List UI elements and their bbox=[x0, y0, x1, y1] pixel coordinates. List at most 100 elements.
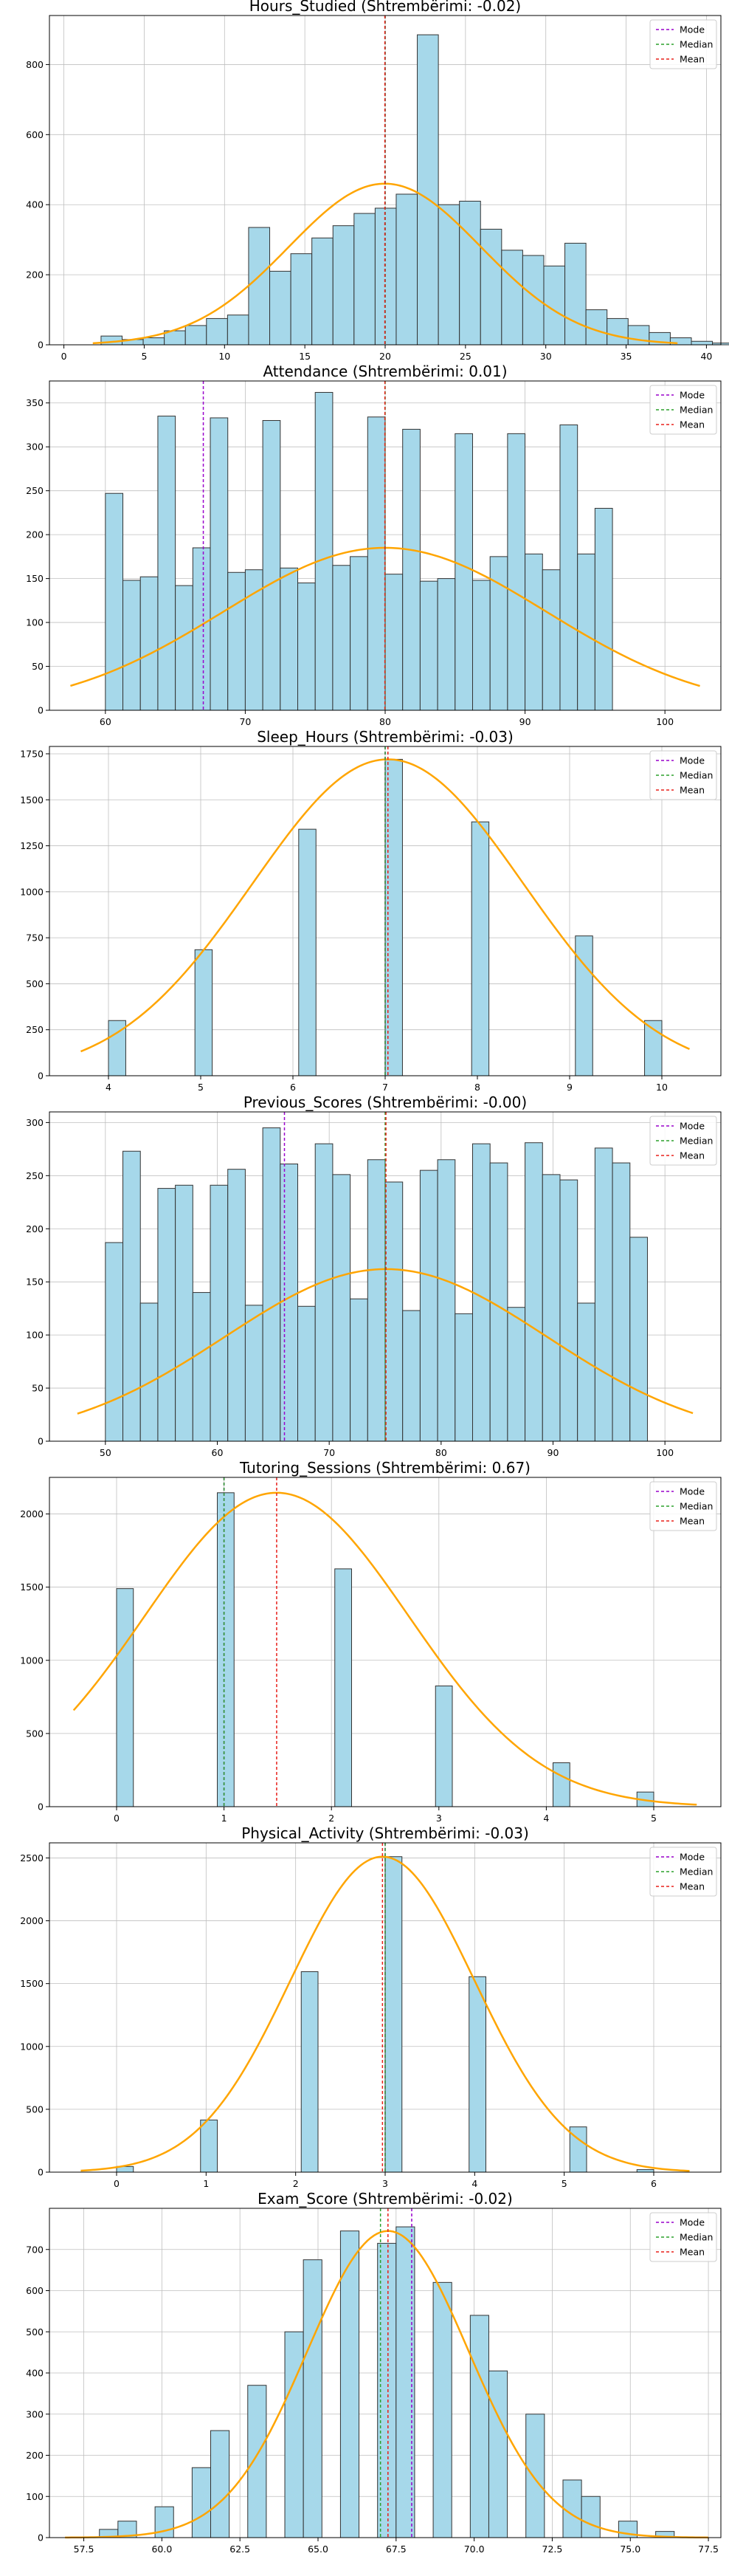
histogram-bar bbox=[290, 253, 313, 346]
x-tick-label: 2 bbox=[328, 1813, 334, 1824]
y-tick-label: 50 bbox=[32, 661, 44, 672]
legend-box bbox=[649, 1116, 717, 1166]
y-tick-label: 300 bbox=[26, 442, 44, 453]
chart-panel-6: Physical_Activity (Shtrembërimi: -0.03) 0… bbox=[20, 1824, 722, 2189]
y-tick-label: 1000 bbox=[20, 1655, 44, 1666]
legend-label: Median bbox=[680, 1501, 713, 1512]
x-tick-label: 1 bbox=[203, 2178, 209, 2189]
histogram-bar bbox=[244, 569, 263, 711]
x-tick-label: 100 bbox=[656, 1447, 674, 1458]
chart-panel-2: Attendance (Shtrembërimi: 0.01) 60 70 80 90 1… bbox=[26, 363, 722, 727]
histogram-bar bbox=[395, 193, 418, 346]
legend-label: Mean bbox=[680, 785, 705, 796]
y-tick-label: 1250 bbox=[20, 840, 44, 851]
histogram-bar bbox=[332, 1174, 351, 1442]
histogram-bar bbox=[559, 1179, 578, 1442]
x-tick-label: 70 bbox=[323, 1447, 335, 1458]
y-tick-label: 100 bbox=[26, 617, 44, 628]
histogram-bar bbox=[350, 1298, 368, 1442]
chart-title: Exam_Score (Shtrembërimi: -0.02) bbox=[258, 2190, 513, 2208]
histogram-bar bbox=[469, 1976, 486, 2173]
histogram-bar bbox=[384, 1181, 404, 1442]
histogram-bar bbox=[636, 2169, 654, 2173]
y-tick-label: 150 bbox=[26, 573, 44, 584]
y-tick-label: 400 bbox=[26, 199, 44, 210]
histogram-bar bbox=[581, 2496, 601, 2538]
x-tick-label: 75.0 bbox=[620, 2544, 640, 2555]
histogram-bar bbox=[402, 428, 421, 711]
histogram-bar bbox=[314, 1143, 334, 1442]
histogram-bar bbox=[522, 255, 545, 346]
histogram-bar bbox=[417, 34, 439, 346]
y-tick-label: 1000 bbox=[20, 886, 44, 897]
histogram-bar bbox=[455, 1313, 473, 1442]
histogram-bar bbox=[350, 556, 368, 711]
histogram-bar bbox=[227, 1169, 246, 1442]
histogram-bar bbox=[280, 1163, 299, 1442]
histogram-bar bbox=[553, 1762, 570, 1807]
x-tick-label: 6 bbox=[651, 2178, 657, 2189]
y-tick-label: 50 bbox=[32, 1383, 44, 1394]
x-tick-label: 40 bbox=[700, 351, 712, 362]
axes-frame bbox=[49, 1477, 722, 1807]
x-tick-label: 5 bbox=[141, 351, 147, 362]
histogram-bar bbox=[284, 2331, 304, 2538]
y-tick-label: 200 bbox=[26, 529, 44, 540]
histogram-bar bbox=[488, 2370, 508, 2538]
histogram-bars bbox=[105, 391, 613, 711]
histogram-bar bbox=[191, 2467, 212, 2538]
histogram-bar bbox=[227, 315, 249, 346]
legend-label: Mean bbox=[680, 1150, 705, 1161]
legend-label: Median bbox=[680, 770, 713, 781]
histogram-bar bbox=[339, 2230, 360, 2538]
histogram-bar bbox=[262, 420, 281, 711]
histogram-bar bbox=[507, 1307, 526, 1442]
y-tick-label: 250 bbox=[26, 1024, 44, 1035]
x-tick-label: 90 bbox=[547, 1447, 559, 1458]
legend-label: Mode bbox=[680, 1852, 705, 1863]
histogram-bar bbox=[314, 391, 334, 711]
histogram-bar bbox=[384, 574, 404, 711]
y-tick-label: 350 bbox=[26, 397, 44, 408]
legend-label: Mean bbox=[680, 419, 705, 430]
legend-label: Median bbox=[680, 39, 713, 50]
kde-curve bbox=[72, 1491, 697, 1806]
y-tick-label: 300 bbox=[26, 2408, 44, 2419]
y-tick-label: 2000 bbox=[20, 1915, 44, 1926]
histogram-bars bbox=[105, 1127, 648, 1442]
histogram-bar bbox=[105, 1242, 124, 1442]
chart-panel-1: Hours_Studied (Shtrembërimi: -0.02) 0 5 10 1… bbox=[26, 0, 729, 362]
x-tick-label: 67.5 bbox=[386, 2544, 407, 2555]
histogram-bar bbox=[200, 2119, 218, 2173]
histogram-bar bbox=[367, 416, 386, 711]
x-tick-label: 20 bbox=[379, 351, 391, 362]
histogram-bar bbox=[298, 828, 317, 1076]
histogram-bars bbox=[116, 1492, 654, 1807]
histogram-bars bbox=[99, 2226, 675, 2538]
legend: Mode Median Mean bbox=[649, 1116, 717, 1166]
y-tick-label: 0 bbox=[38, 1071, 44, 1082]
y-tick-label: 150 bbox=[26, 1277, 44, 1288]
histogram-bar bbox=[303, 2259, 322, 2538]
y-tick-label: 800 bbox=[26, 59, 44, 70]
histogram-bar bbox=[542, 569, 561, 711]
chart-panel-4: Previous_Scores (Shtrembërimi: -0.00) 50 6… bbox=[26, 1093, 722, 1458]
histogram-bar bbox=[210, 2430, 230, 2538]
legend-box bbox=[649, 385, 717, 435]
histogram-bar bbox=[542, 1174, 561, 1442]
histogram-bar bbox=[194, 949, 213, 1076]
histogram-bar bbox=[525, 1142, 543, 1442]
histogram-bar bbox=[525, 2414, 545, 2538]
x-tick-label: 10 bbox=[218, 351, 230, 362]
y-tick-label: 700 bbox=[26, 2244, 44, 2255]
histogram-bar bbox=[122, 1150, 141, 1442]
histogram-bar bbox=[332, 565, 351, 711]
histogram-bar bbox=[210, 1184, 229, 1442]
y-tick-label: 500 bbox=[26, 2103, 44, 2115]
x-tick-label: 0 bbox=[114, 2178, 120, 2189]
x-tick-label: 3 bbox=[382, 2178, 388, 2189]
legend-box bbox=[649, 2212, 717, 2262]
histogram-bar bbox=[297, 1305, 316, 1442]
x-tick-label: 9 bbox=[567, 1082, 573, 1093]
